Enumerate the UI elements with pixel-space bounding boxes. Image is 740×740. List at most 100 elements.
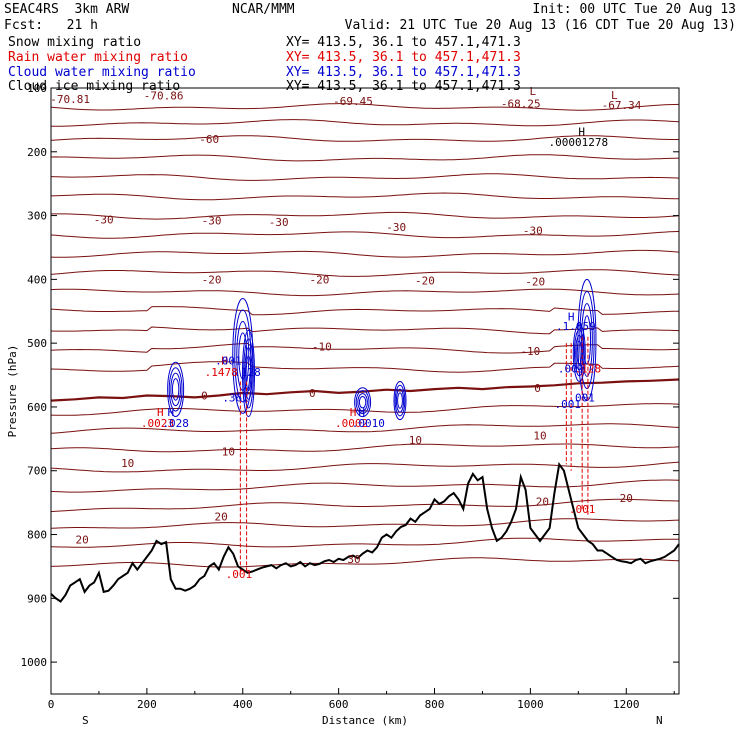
temperature-contour — [50, 498, 680, 513]
temperature-contour — [50, 192, 680, 201]
contour-label: 30 — [347, 553, 360, 566]
temperature-contour — [50, 135, 679, 142]
temperature-contour — [50, 249, 680, 258]
contour-label: -30 — [94, 213, 114, 226]
cloud-water-contour — [572, 323, 586, 382]
cloud-water-contour — [170, 372, 181, 407]
header-valid: Valid: 21 UTC Tue 20 Aug 13 (16 CDT Tue … — [344, 18, 736, 33]
plot-frame — [50, 87, 680, 695]
cloud-water-contour — [573, 329, 585, 377]
hydrometeor-label: H — [157, 406, 164, 419]
y-tick-label: 600 — [27, 401, 47, 414]
temperature-contour — [51, 211, 680, 220]
hydrometeor-label: .1.059 — [556, 320, 596, 333]
y-tick-label: 800 — [27, 529, 47, 542]
x-tick-label: 1200 — [613, 698, 640, 711]
cloud-water-contours — [167, 278, 597, 421]
temperature-contour — [50, 288, 680, 297]
x-tick-label: 600 — [329, 698, 349, 711]
hydrometeor-label: .0023 — [141, 417, 174, 430]
temperature-contour — [50, 361, 680, 373]
contour-label: 0 — [534, 382, 541, 395]
y-tick-label: 1000 — [21, 656, 48, 669]
temperature-contour — [50, 537, 679, 548]
legend-cloud-water: Cloud water mixing ratio — [8, 65, 196, 80]
temperature-contour — [50, 423, 680, 434]
cloud-water-contour — [393, 380, 407, 421]
cloud-water-contour — [397, 392, 403, 409]
hydrometeor-label: H — [350, 406, 357, 419]
hydrometeor-label: .001 — [569, 503, 596, 516]
contour-label: 0 — [201, 389, 208, 402]
temperature-contour — [50, 230, 680, 239]
contour-label: 10 — [533, 430, 546, 443]
y-tick-label: 400 — [27, 273, 47, 286]
contour-label: 10 — [222, 446, 235, 459]
hydrometeor-label: .001 — [226, 568, 253, 581]
terrain-line — [50, 461, 680, 603]
header-init: Init: 00 UTC Tue 20 Aug 13 — [532, 2, 737, 17]
cloud-water-contour — [242, 329, 256, 418]
header-source: NCAR/MMM — [232, 2, 295, 17]
contour-label: 20 — [215, 511, 228, 524]
temperature-contour — [50, 461, 680, 473]
contour-label: 0 — [309, 387, 316, 400]
hydrometeor-label: H — [168, 406, 175, 419]
header-title: SEAC4RS 3km ARW — [4, 2, 130, 17]
contour-label: -10 — [520, 345, 540, 358]
temperature-contour — [50, 306, 680, 316]
header-forecast: Fcst: 21 h — [4, 18, 98, 33]
contour-label: 20 — [76, 534, 89, 547]
hydrometeor-label: .001 — [568, 391, 595, 404]
contour-label: -60 — [199, 133, 219, 146]
contour-label: -20 — [310, 273, 330, 286]
cloud-water-contour — [575, 335, 584, 371]
contour-label: 20 — [536, 495, 549, 508]
hydrometeor-label: .028 — [162, 417, 189, 430]
hydrometeor-label: .001 — [558, 363, 585, 376]
cloud-water-contour — [171, 378, 180, 401]
contour-label: -30 — [269, 216, 289, 229]
contour-label: -10 — [312, 340, 332, 353]
contour-labels: -70.81 -70.86 -69.45 -68.25L L-67.34-60-30 -3… — [50, 85, 641, 566]
y-tick-label: 200 — [27, 146, 47, 159]
hydrometeor-label: H — [578, 125, 585, 138]
cloud-water-contour — [358, 395, 367, 409]
cloud-water-contour — [354, 387, 372, 418]
hydrometeor-label: .001 — [555, 398, 582, 411]
legend-rain-xy: XY= 413.5, 36.1 to 457.1,471.3 — [286, 50, 521, 65]
temperature-contour — [50, 443, 680, 453]
cloud-water-contour — [167, 361, 185, 418]
x-tick-label: 800 — [425, 698, 445, 711]
x-axis-end-left: S — [82, 714, 89, 727]
contour-label: 10 — [409, 434, 422, 447]
contour-label: -68.25 — [501, 97, 541, 110]
rain-water-contours — [239, 336, 589, 573]
hydrometeor-label: .128 — [575, 363, 602, 376]
contour-label: -70.86 — [144, 90, 184, 103]
x-tick-label: 400 — [233, 698, 253, 711]
freezing-level-line — [50, 378, 680, 402]
hydrometeor-label: .00001278 — [549, 136, 609, 149]
temperature-contours — [50, 103, 680, 568]
cloud-water-contour — [357, 393, 368, 412]
contour-label: -67.34 — [602, 99, 642, 112]
legend-snow: Snow mixing ratio — [8, 35, 142, 50]
contour-label: -70.81 — [50, 93, 90, 106]
legend-cloud-ice: Cloud ice mixing ratio — [8, 79, 181, 94]
contour-label: -30 — [202, 215, 222, 228]
cloud-water-contour — [168, 367, 183, 412]
temperature-contour — [50, 557, 680, 568]
legend-cloud-water-xy: XY= 413.5, 36.1 to 457.1,471.3 — [286, 65, 521, 80]
hydrometeor-label: .0010 — [352, 417, 385, 430]
hydrometeor-label: .361 — [222, 391, 249, 404]
freezing-level-contour — [50, 378, 680, 402]
hydrometeor-label: .128 — [234, 366, 261, 379]
hydrometeor-label: H — [221, 354, 228, 367]
temperature-contour — [50, 103, 680, 111]
temperature-contour — [50, 518, 680, 529]
cloud-water-contour — [245, 355, 252, 392]
